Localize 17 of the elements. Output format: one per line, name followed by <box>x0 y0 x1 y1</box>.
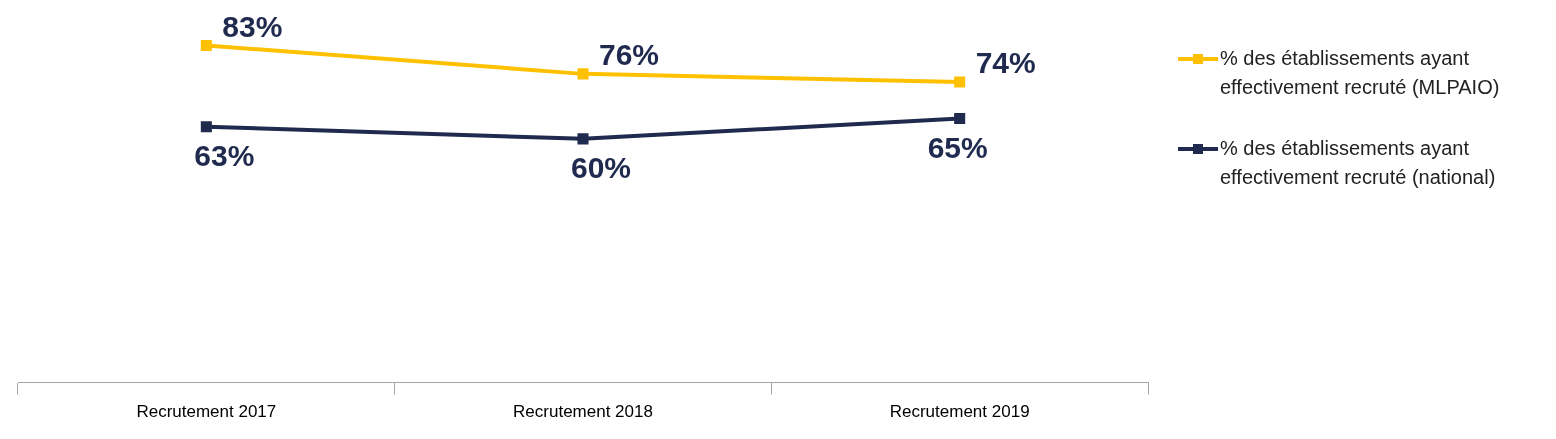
data-label: 60% <box>570 151 632 185</box>
point <box>954 113 966 125</box>
point <box>577 68 589 80</box>
x-tick-label: Recrutement 2018 <box>513 402 653 422</box>
x-tick-label: Recrutement 2017 <box>136 402 277 422</box>
point <box>200 39 212 51</box>
data-label: 63% <box>194 138 255 172</box>
point <box>577 133 589 145</box>
x-tick-label: Recrutement 2019 <box>889 402 1030 422</box>
data-label: 74% <box>975 46 1036 80</box>
point <box>200 121 212 133</box>
point <box>954 76 966 88</box>
data-label: 83% <box>222 9 283 43</box>
legend-label: % des établissements ayant effectivement recruté (MLPAIO) <box>1220 46 1501 100</box>
data-label: 76% <box>599 38 660 72</box>
legend-label: % des établissements ayant effectivement recruté (national) <box>1220 136 1497 190</box>
data-label: 65% <box>927 130 988 164</box>
